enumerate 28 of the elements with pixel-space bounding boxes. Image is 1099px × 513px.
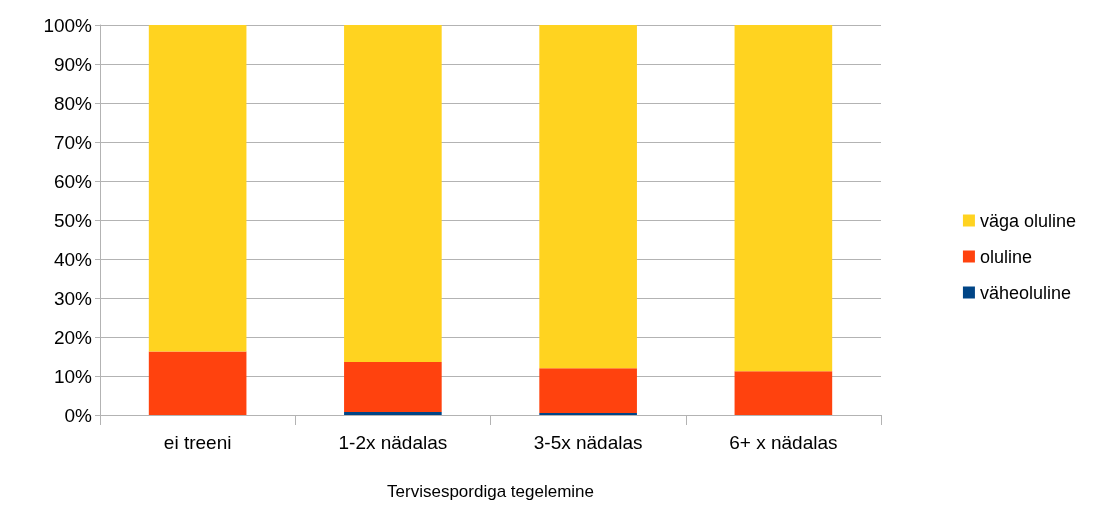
x-tick-label: ei treeni (163, 432, 232, 453)
bar (148, 25, 247, 352)
y-tick-label: 20% (53, 326, 93, 348)
bar (344, 25, 442, 362)
bar (734, 25, 833, 372)
y-tick-label: 90% (53, 53, 93, 75)
y-tick-label: 60% (53, 170, 93, 192)
bar (344, 361, 442, 412)
legend-label: väga oluline (979, 210, 1076, 231)
y-tick-label: 70% (53, 131, 93, 153)
y-tick-label: 40% (53, 248, 93, 270)
bar (148, 351, 247, 415)
x-tick-label: 3-5x nädalas (533, 432, 643, 453)
y-tick-label: 30% (53, 287, 93, 309)
legend-label: väheoluline (979, 282, 1071, 303)
bar (344, 411, 442, 415)
bar (734, 371, 833, 415)
y-tick-label: 0% (64, 404, 93, 426)
y-tick-label: 100% (43, 14, 93, 36)
y-tick-label: 50% (53, 209, 93, 231)
bar (539, 25, 637, 369)
y-tick-label: 10% (53, 365, 93, 387)
y-tick-label: 80% (53, 92, 93, 114)
x-tick-label: 6+ x nädalas (729, 432, 838, 453)
bar (539, 368, 637, 414)
x-axis-title: Tervisespordiga tegelemine (387, 482, 594, 501)
legend-label: oluline (979, 246, 1032, 267)
x-tick-label: 1-2x nädalas (338, 432, 448, 453)
